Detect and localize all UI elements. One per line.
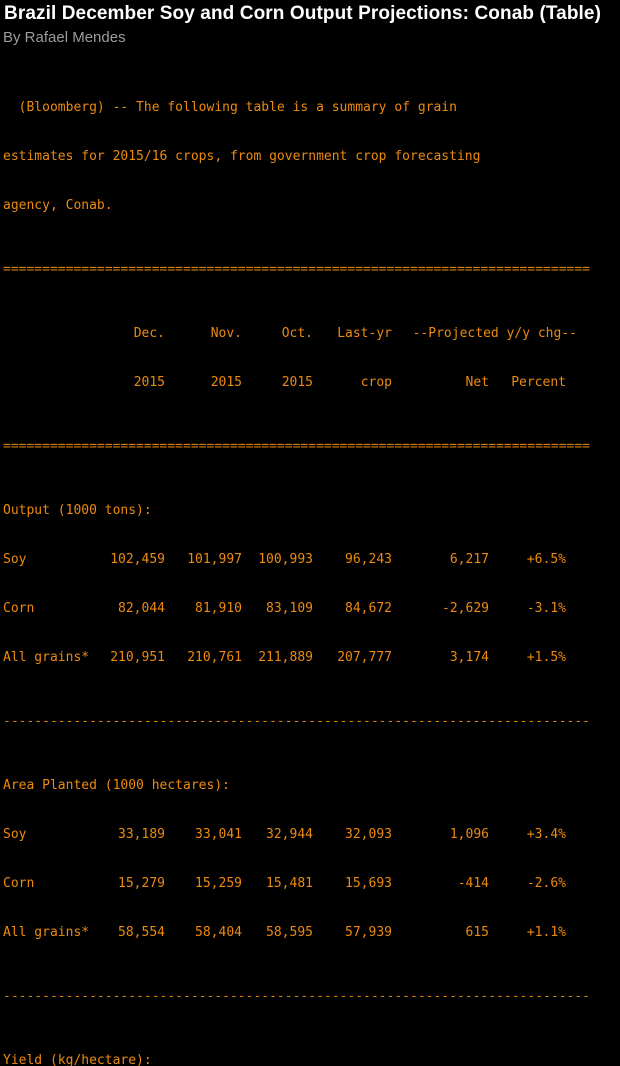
byline: By Rafael Mendes [3, 29, 126, 46]
table-row: Soy 102,459 101,997 100,993 96,243 6,217… [3, 550, 619, 569]
paragraph-line: estimates for 2015/16 crops, from govern… [3, 149, 481, 164]
col-subheader-crop: crop [360, 375, 392, 390]
paragraph-line: agency, Conab. [3, 198, 113, 213]
article-body: (Bloomberg) -- The following table is a … [3, 53, 619, 1066]
section-title-output: Output (1000 tons): [3, 503, 152, 518]
col-header-dec: Dec. [133, 326, 165, 341]
col-subheader-percent: Percent [511, 375, 566, 390]
col-header-projected: --Projected y/y chg-- [412, 326, 577, 341]
cell-oct-2015: 15,481 [266, 876, 313, 891]
cell-last-yr: 207,777 [337, 650, 392, 665]
header-spacer [3, 373, 110, 392]
cell-dec-2015: 82,044 [118, 601, 165, 616]
cell-last-yr: 15,693 [345, 876, 392, 891]
cell-oct-2015: 100,993 [258, 552, 313, 567]
cell-dec-2015: 210,951 [110, 650, 165, 665]
cell-oct-2015: 58,595 [266, 925, 313, 940]
row-label: Soy [3, 552, 27, 567]
col-header-oct: Oct. [281, 326, 313, 341]
cell-nov-2015: 101,997 [187, 552, 242, 567]
cell-oct-2015: 211,889 [258, 650, 313, 665]
cell-last-yr: 84,672 [345, 601, 392, 616]
section-title-yield: Yield (kg/hectare): [3, 1053, 152, 1066]
cell-nov-2015: 33,041 [195, 827, 242, 842]
table-header-row-2: 2015 2015 2015 crop Net Percent [3, 373, 619, 392]
table-row: Corn 82,044 81,910 83,109 84,672 -2,629 … [3, 599, 619, 618]
page-title: Brazil December Soy and Corn Output Proj… [4, 3, 602, 24]
cell-net: 1,096 [449, 827, 489, 842]
separator-heavy: ========================================… [3, 262, 590, 277]
cell-last-yr: 32,093 [345, 827, 392, 842]
cell-percent: +1.1% [526, 925, 566, 940]
cell-last-yr: 96,243 [345, 552, 392, 567]
cell-net: 3,174 [449, 650, 489, 665]
col-subheader-2015: 2015 [133, 375, 165, 390]
cell-dec-2015: 102,459 [110, 552, 165, 567]
cell-percent: +3.4% [526, 827, 566, 842]
row-label: Corn [3, 876, 35, 891]
paragraph-line: (Bloomberg) -- The following table is a … [3, 100, 457, 115]
separator-dashed: ----------------------------------------… [3, 989, 590, 1004]
cell-net: -2,629 [442, 601, 489, 616]
section-title-area-planted: Area Planted (1000 hectares): [3, 778, 230, 793]
row-label: All grains* [3, 650, 90, 665]
table-row: Soy 33,189 33,041 32,944 32,093 1,096 +3… [3, 825, 619, 844]
row-label: Corn [3, 601, 35, 616]
cell-net: 615 [465, 925, 489, 940]
cell-nov-2015: 81,910 [195, 601, 242, 616]
cell-percent: -3.1% [526, 601, 566, 616]
col-subheader-2015: 2015 [210, 375, 242, 390]
cell-percent: -2.6% [526, 876, 566, 891]
table-row: Corn 15,279 15,259 15,481 15,693 -414 -2… [3, 874, 619, 893]
cell-dec-2015: 58,554 [118, 925, 165, 940]
table-row: All grains* 210,951 210,761 211,889 207,… [3, 648, 619, 667]
row-label: Soy [3, 827, 27, 842]
cell-oct-2015: 32,944 [266, 827, 313, 842]
cell-nov-2015: 15,259 [195, 876, 242, 891]
col-header-last-yr: Last-yr [337, 326, 392, 341]
col-header-nov: Nov. [210, 326, 242, 341]
cell-oct-2015: 83,109 [266, 601, 313, 616]
col-subheader-2015: 2015 [281, 375, 313, 390]
terminal-news-screen: { "colors": { "background": "#000000", "… [3, 3, 602, 1066]
cell-last-yr: 57,939 [345, 925, 392, 940]
cell-nov-2015: 58,404 [195, 925, 242, 940]
cell-net: 6,217 [449, 552, 489, 567]
separator-heavy: ========================================… [3, 439, 590, 454]
cell-net: -414 [457, 876, 489, 891]
separator-dashed: ----------------------------------------… [3, 714, 590, 729]
header-spacer [3, 324, 110, 343]
col-subheader-net: Net [465, 375, 489, 390]
cell-nov-2015: 210,761 [187, 650, 242, 665]
cell-percent: +6.5% [526, 552, 566, 567]
cell-dec-2015: 33,189 [118, 827, 165, 842]
table-header-row-1: Dec. Nov. Oct. Last-yr --Projected y/y c… [3, 324, 619, 343]
table-row: All grains* 58,554 58,404 58,595 57,939 … [3, 923, 619, 942]
cell-percent: +1.5% [526, 650, 566, 665]
cell-dec-2015: 15,279 [118, 876, 165, 891]
row-label: All grains* [3, 925, 90, 940]
